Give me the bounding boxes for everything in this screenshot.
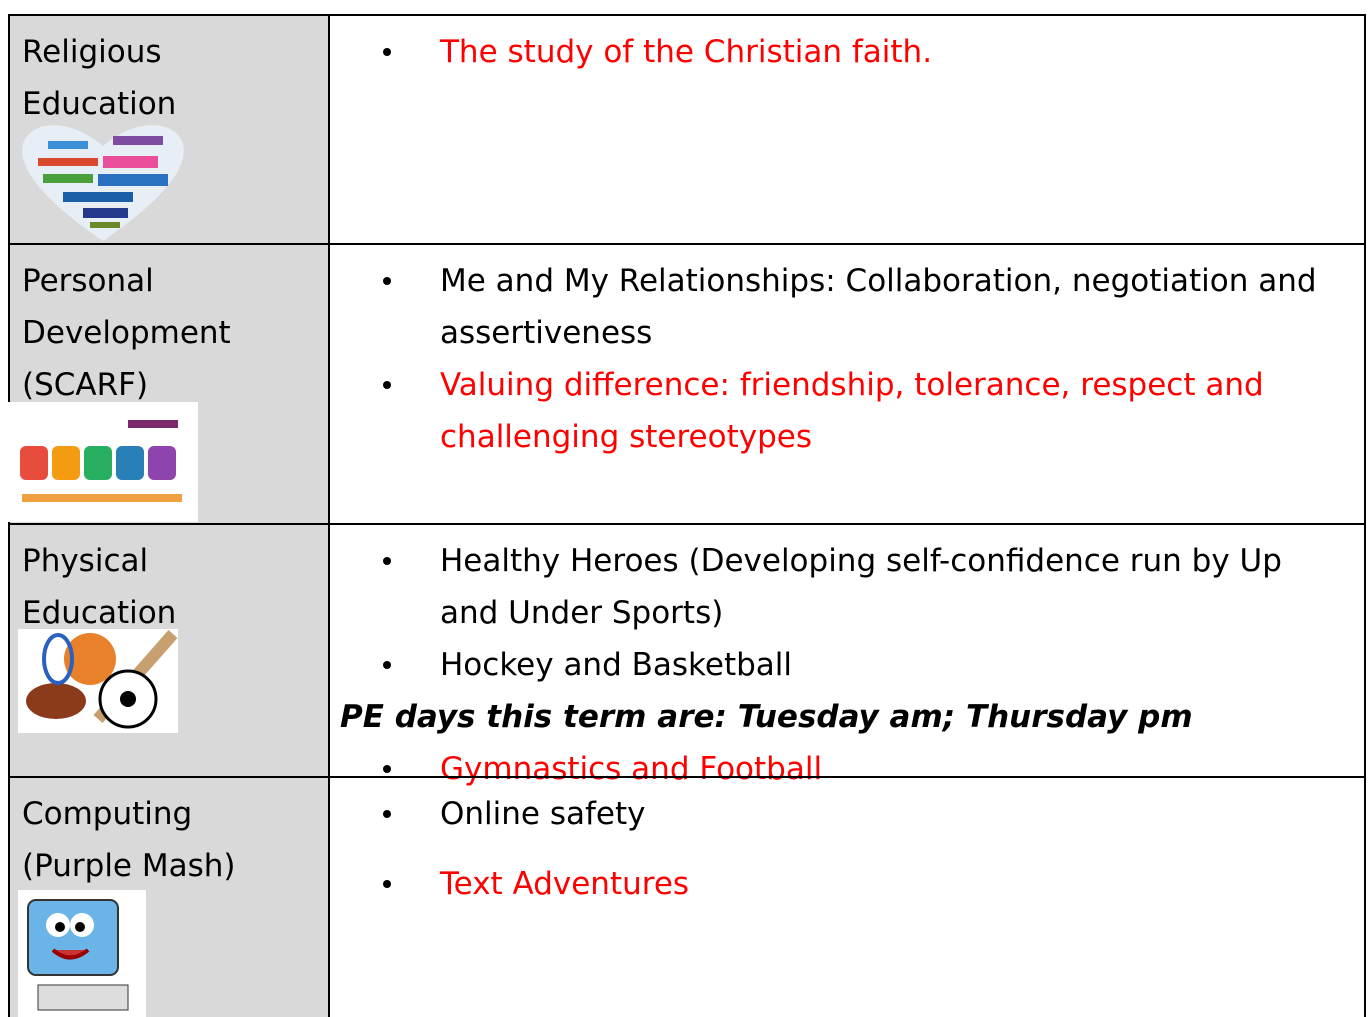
sports-image <box>18 629 178 733</box>
subject-line: Religious <box>22 34 162 70</box>
bullet-item: Text Adventures <box>330 858 1364 910</box>
table-row: Religious Education The study of the Chris… <box>8 14 1366 243</box>
bullet-item: Online safety <box>330 788 1364 840</box>
bullet-item: Me and My Relationships: Collaboration, … <box>330 255 1364 359</box>
bullet-item: Gymnastics and Football <box>330 743 1364 795</box>
subject-line: Education <box>22 86 177 122</box>
scarf-logo <box>8 402 198 522</box>
computer-image <box>18 890 146 1017</box>
table-row: Personal Development (SCARF) Me and My Rela… <box>8 243 1366 523</box>
subject-line: Computing <box>22 796 193 832</box>
subject-line: Personal <box>22 263 154 299</box>
bullet-item: Hockey and Basketball <box>330 639 1364 691</box>
subject-line: (Purple Mash) <box>22 848 236 884</box>
bullet-item: The study of the Christian faith. <box>330 26 1364 78</box>
bullet-item: Valuing difference: friendship, toleranc… <box>330 359 1364 463</box>
heart-image <box>22 125 184 241</box>
subject-line: Development <box>22 315 231 351</box>
subject-line: Education <box>22 595 177 631</box>
subject-line: Physical <box>22 543 149 579</box>
bullet-item: Healthy Heroes (Developing self-confiden… <box>330 535 1364 639</box>
table-row: Computing (Purple Mash) Online safety Text … <box>8 776 1366 1017</box>
subject-line: (SCARF) <box>22 367 149 403</box>
table-row: Physical Education Healthy Heroes (Develop… <box>8 523 1366 787</box>
pe-days-note: PE days this term are: Tuesday am; Thurs… <box>340 699 1193 735</box>
